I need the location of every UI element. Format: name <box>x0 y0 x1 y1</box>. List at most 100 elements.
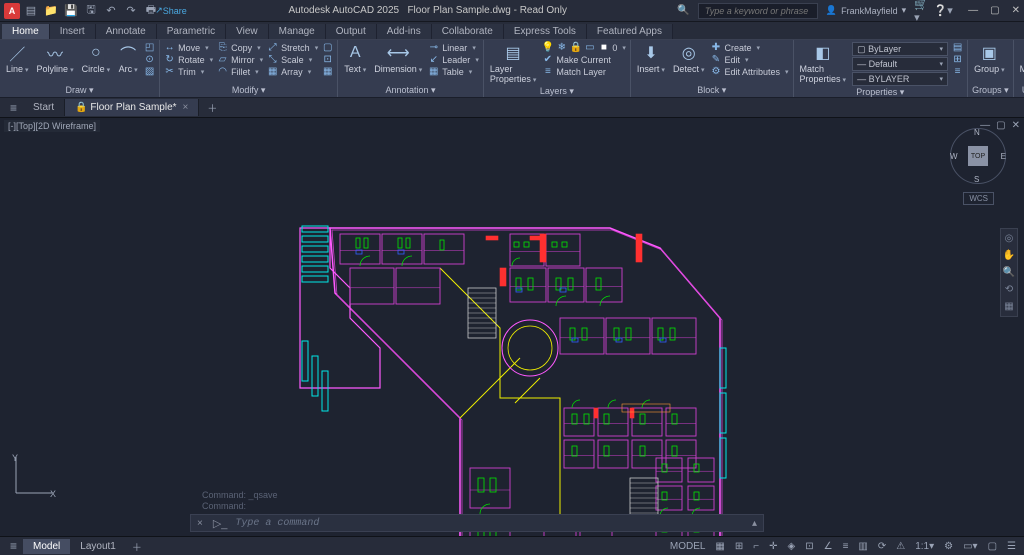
saveas-icon[interactable]: 🖫 <box>84 4 98 18</box>
document-tabs: ≡ Start 🔒 Floor Plan Sample*× ＋ <box>0 98 1024 118</box>
command-line[interactable]: × ▷_ Type a command ▴ <box>190 514 764 532</box>
array-button[interactable]: ▦Array▾ <box>267 66 318 77</box>
close-button[interactable]: ✕ <box>1012 5 1020 16</box>
layout-menu-icon[interactable]: ≡ <box>4 539 23 553</box>
mirror-button[interactable]: ▱Mirror▾ <box>217 54 263 65</box>
table-button[interactable]: ▦Table▾ <box>428 66 479 77</box>
open-icon[interactable]: 📁 <box>44 4 58 18</box>
tab-layout1[interactable]: Layout1 <box>70 539 126 554</box>
make-current-button[interactable]: ✔Make Current <box>542 54 626 65</box>
viewcube[interactable]: TOP N S E W <box>950 128 1006 184</box>
sb-lineweight-icon[interactable]: ≡ <box>841 541 851 552</box>
nav-zoom-icon[interactable]: 🔍 <box>1003 267 1015 278</box>
polyline-button[interactable]: 〰Polyline▾ <box>35 42 76 75</box>
new-tab-button[interactable]: ＋ <box>199 100 225 115</box>
nav-wheel-icon[interactable]: ◎ <box>1005 233 1014 244</box>
create-button[interactable]: ✚Create▾ <box>710 42 788 53</box>
search-input[interactable] <box>698 3 818 19</box>
sb-transparency-icon[interactable]: ▥ <box>856 541 869 552</box>
sb-customize-icon[interactable]: ☰ <box>1005 541 1018 552</box>
nav-orbit-icon[interactable]: ⟲ <box>1005 284 1013 295</box>
scale-button[interactable]: ⤡Scale▾ <box>267 54 318 65</box>
close-tab-icon[interactable]: × <box>183 102 189 113</box>
drawing-canvas[interactable]: [-][Top][2D Wireframe] —▢✕ TOP N S E W W… <box>0 118 1024 536</box>
sb-ortho-icon[interactable]: ⌐ <box>751 541 761 552</box>
help-icon[interactable]: ❔▾ <box>936 4 950 18</box>
linear-button[interactable]: ⊸Linear▾ <box>428 42 479 53</box>
trim-button[interactable]: ✂Trim▾ <box>164 66 213 77</box>
sb-snap-icon[interactable]: ⊞ <box>733 541 745 552</box>
menu-icon[interactable]: ▤ <box>24 4 38 18</box>
match-layer-button[interactable]: ≡Match Layer <box>542 66 626 77</box>
cmdline-close-icon[interactable]: × <box>191 518 209 529</box>
maximize-button[interactable]: ▢ <box>990 5 999 16</box>
wcs-badge[interactable]: WCS <box>963 192 994 205</box>
sb-annomon-icon[interactable]: ⚠ <box>894 541 907 552</box>
color-combo[interactable]: ▢ ByLayer▾ <box>852 42 948 56</box>
linetype-combo[interactable]: — BYLAYER▾ <box>852 72 948 86</box>
app-icon[interactable]: A <box>4 3 20 19</box>
share-link[interactable]: ↗ Share <box>164 4 178 18</box>
user-account[interactable]: 👤 FrankMayfield ▾ <box>826 5 906 16</box>
redo-icon[interactable]: ↷ <box>124 4 138 18</box>
text-button[interactable]: AText▾ <box>342 42 368 75</box>
new-layout-button[interactable]: ＋ <box>126 539 148 554</box>
rotate-button[interactable]: ↻Rotate▾ <box>164 54 213 65</box>
nav-pan-icon[interactable]: ✋ <box>1003 250 1015 261</box>
lineweight-combo[interactable]: — Default▾ <box>852 57 948 71</box>
nav-showmotion-icon[interactable]: ▦ <box>1004 301 1013 312</box>
measure-button[interactable]: 📏Measure▾ <box>1018 42 1024 75</box>
tab-model[interactable]: Model <box>23 539 70 554</box>
arc-button[interactable]: ⌒Arc▾ <box>116 42 140 75</box>
circle-button[interactable]: ○Circle▾ <box>80 42 113 75</box>
dimension-button[interactable]: ⟷Dimension▾ <box>372 42 424 75</box>
sb-gear-icon[interactable]: ⚙ <box>942 541 955 552</box>
sb-clean-icon[interactable]: ▢ <box>986 541 999 552</box>
sb-polar-icon[interactable]: ✛ <box>767 541 779 552</box>
sb-scale[interactable]: 1:1▾ <box>913 541 936 552</box>
navigation-bar[interactable]: ◎ ✋ 🔍 ⟲ ▦ <box>1000 228 1018 317</box>
undo-icon[interactable]: ↶ <box>104 4 118 18</box>
ribbon-group-annotation: AText▾⟷Dimension▾ ⊸Linear▾↙Leader▾▦Table▾… <box>338 40 484 97</box>
fillet-button[interactable]: ◠Fillet▾ <box>217 66 263 77</box>
match-properties-button[interactable]: ◧MatchProperties▾ <box>798 42 849 85</box>
line-button[interactable]: ／Line▾ <box>4 42 31 75</box>
ribbon-tab-manage[interactable]: Manage <box>269 24 326 39</box>
ribbon-tab-express-tools[interactable]: Express Tools <box>504 24 587 39</box>
ribbon-tab-collaborate[interactable]: Collaborate <box>432 24 504 39</box>
ribbon-tab-view[interactable]: View <box>226 24 269 39</box>
sb-grid-icon[interactable]: ▦ <box>713 541 726 552</box>
stretch-button[interactable]: ⤢Stretch▾ <box>267 42 318 53</box>
sb-model[interactable]: MODEL <box>668 541 708 552</box>
detect-button[interactable]: ◎Detect▾ <box>671 42 707 75</box>
ribbon-tab-output[interactable]: Output <box>326 24 377 39</box>
ribbon-tab-parametric[interactable]: Parametric <box>157 24 226 39</box>
doctab-menu-icon[interactable]: ≡ <box>4 101 23 115</box>
ribbon-tab-featured-apps[interactable]: Featured Apps <box>587 24 673 39</box>
sb-workspace-icon[interactable]: ▭▾ <box>961 541 979 552</box>
sb-osnap-icon[interactable]: ⊡ <box>803 541 815 552</box>
copy-button[interactable]: ⎘Copy▾ <box>217 42 263 53</box>
command-input[interactable]: Type a command <box>231 518 746 529</box>
ribbon-tab-add-ins[interactable]: Add-ins <box>377 24 432 39</box>
edit-attributes-button[interactable]: ⚙Edit Attributes▾ <box>710 66 788 77</box>
cart-icon[interactable]: 🛒▾ <box>914 4 928 18</box>
leader-button[interactable]: ↙Leader▾ <box>428 54 479 65</box>
viewport-label[interactable]: [-][Top][2D Wireframe] <box>4 120 100 132</box>
ribbon-tab-home[interactable]: Home <box>2 24 50 39</box>
sb-otrack-icon[interactable]: ∠ <box>822 541 835 552</box>
move-button[interactable]: ↔Move▾ <box>164 42 213 53</box>
ribbon-tab-annotate[interactable]: Annotate <box>96 24 157 39</box>
insert-button[interactable]: ⬇Insert▾ <box>635 42 667 75</box>
minimize-button[interactable]: — <box>968 5 978 16</box>
ribbon-tab-insert[interactable]: Insert <box>50 24 96 39</box>
sb-iso-icon[interactable]: ◈ <box>786 541 798 552</box>
sb-cycling-icon[interactable]: ⟳ <box>876 541 888 552</box>
tab-floorplan[interactable]: 🔒 Floor Plan Sample*× <box>65 99 199 116</box>
group-button[interactable]: ▣Group▾ <box>972 42 1007 75</box>
tab-start[interactable]: Start <box>23 99 65 116</box>
edit-button[interactable]: ✎Edit▾ <box>710 54 788 65</box>
cmdline-recent-icon[interactable]: ▴ <box>746 518 763 529</box>
save-icon[interactable]: 💾 <box>64 4 78 18</box>
layer-properties-button[interactable]: ▤LayerProperties▾ <box>488 42 539 85</box>
